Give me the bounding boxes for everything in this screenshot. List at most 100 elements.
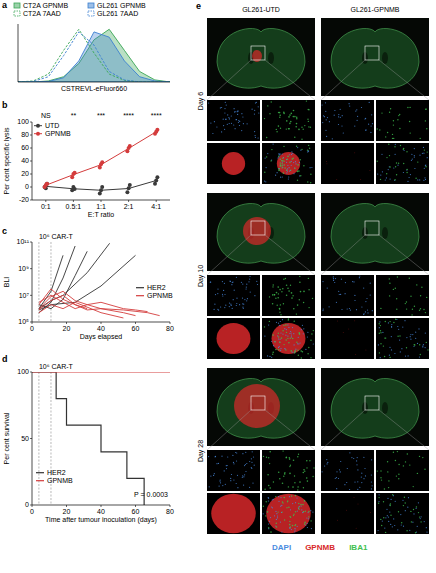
cell [282, 511, 283, 512]
cell [219, 481, 220, 482]
cell [390, 108, 391, 109]
dose-line [50, 242, 51, 322]
cell [388, 521, 389, 522]
channel-label: DAPI [272, 543, 291, 552]
cell [386, 509, 387, 510]
cell [333, 278, 334, 279]
x-axis-title: Time after tumour inoculation (days) [45, 516, 157, 524]
tumour [211, 494, 256, 533]
cell [267, 105, 268, 106]
cell [283, 279, 284, 280]
plot-marks [18, 29, 170, 82]
cell [246, 284, 247, 285]
cell [304, 125, 305, 126]
zoom-line [265, 60, 315, 100]
cell [272, 354, 273, 355]
cell [280, 154, 281, 155]
cell [245, 464, 246, 465]
cell [300, 175, 301, 176]
cell [307, 119, 308, 120]
cell [239, 304, 240, 305]
inset-bg [262, 450, 315, 491]
inset-GPNMB [207, 493, 260, 534]
cell [283, 172, 285, 174]
cell [223, 290, 224, 291]
cell [349, 308, 350, 309]
cell [338, 291, 339, 292]
cell [232, 282, 233, 283]
cell [306, 460, 308, 462]
plot-marks [39, 242, 160, 322]
cell [420, 295, 421, 296]
cell [303, 511, 305, 513]
cell [277, 286, 279, 288]
cell [406, 530, 407, 531]
cell [293, 110, 295, 112]
cell [371, 114, 372, 115]
cell [263, 513, 264, 514]
cell [419, 155, 420, 156]
cell [278, 496, 279, 497]
cell [326, 136, 327, 137]
cell [357, 116, 358, 117]
cell [293, 333, 294, 334]
cell [287, 287, 289, 289]
cell [291, 113, 293, 115]
cell [221, 107, 222, 108]
cell [380, 357, 381, 358]
cell [403, 526, 404, 527]
cell [242, 475, 243, 476]
cell [372, 310, 373, 311]
cell [403, 149, 404, 150]
cell [234, 290, 235, 291]
cell [354, 152, 355, 153]
cell [349, 106, 350, 107]
cell [296, 123, 298, 125]
zoom-box [251, 46, 265, 60]
cell [294, 482, 295, 483]
cell [405, 510, 406, 511]
mouse-line [39, 295, 87, 310]
cell [392, 494, 393, 495]
cell [397, 336, 398, 337]
cell [393, 289, 394, 290]
channel-label: GPNMB [305, 543, 335, 552]
cell [424, 149, 425, 150]
cell [356, 460, 357, 461]
cell [301, 149, 302, 150]
cell [415, 178, 416, 179]
cell [404, 320, 405, 321]
inset-bg [376, 143, 429, 184]
cell [322, 310, 323, 311]
cell [367, 309, 368, 310]
brain-section [217, 28, 305, 88]
cell [292, 352, 293, 353]
inset-merge [262, 493, 315, 534]
cell [324, 465, 325, 466]
cell [212, 133, 213, 134]
y-tick [30, 135, 32, 136]
cell [288, 342, 290, 344]
cell [294, 352, 295, 353]
cell [288, 506, 290, 508]
cell [414, 344, 415, 345]
cell [281, 531, 282, 532]
cell [377, 174, 378, 175]
cell [279, 325, 280, 326]
cell [289, 167, 290, 168]
cell [254, 110, 255, 111]
cell [293, 162, 294, 163]
cell [218, 463, 219, 464]
mouse-line [39, 289, 136, 316]
cell [325, 102, 326, 103]
cell [378, 501, 379, 502]
cell [385, 337, 386, 338]
cell [415, 532, 416, 533]
cell [221, 456, 222, 457]
cell [299, 481, 301, 483]
cell [280, 165, 282, 167]
cell [290, 121, 292, 123]
cell [230, 480, 231, 481]
cell [386, 177, 387, 178]
cell [379, 327, 380, 328]
